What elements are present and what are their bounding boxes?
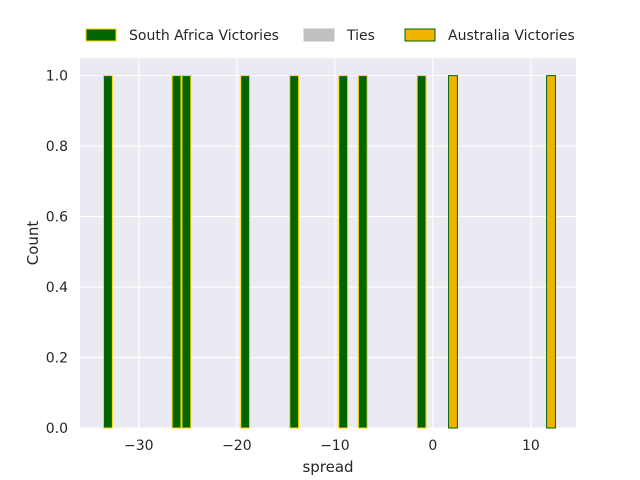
y-tick-label: 0.2	[46, 351, 68, 367]
y-tick-label: 0.0	[46, 421, 68, 437]
x-tick-label: −30	[124, 438, 154, 454]
histogram-bar	[546, 75, 556, 429]
bars	[103, 75, 556, 429]
histogram-bar	[448, 75, 458, 429]
x-tick-label: −10	[320, 438, 350, 454]
legend: South Africa Victories Ties Australia Vict…	[85, 28, 575, 44]
y-tick-label: 0.8	[46, 139, 68, 155]
legend-swatch	[85, 28, 117, 42]
plot-area	[80, 58, 576, 428]
histogram-bar	[103, 75, 113, 429]
legend-label: Ties	[346, 28, 375, 44]
grid-lines	[80, 58, 576, 429]
legend-label: South Africa Victories	[129, 28, 279, 44]
x-tick-label: 10	[522, 438, 540, 454]
legend-swatch	[404, 28, 436, 42]
histogram-bar	[289, 75, 300, 429]
histogram-bar	[416, 75, 427, 429]
legend-swatch	[303, 28, 335, 42]
x-tick-label: −20	[222, 438, 252, 454]
y-tick-label: 0.4	[46, 280, 68, 296]
histogram-bar	[357, 75, 368, 429]
legend-label: Australia Victories	[448, 28, 575, 44]
y-axis-label: Count	[24, 221, 42, 266]
x-tick-label: 0	[428, 438, 437, 454]
histogram-bar	[240, 75, 251, 429]
tick-labels: −30 −20 −10 0 10 0.0 0.2 0.4 0.6 0.8 1.0	[46, 69, 540, 454]
x-axis-label: spread	[302, 458, 353, 476]
y-tick-label: 0.6	[46, 210, 68, 226]
y-tick-label: 1.0	[46, 69, 68, 85]
histogram-bar	[338, 75, 349, 429]
histogram-bar	[181, 75, 192, 429]
histogram-bar	[171, 75, 182, 429]
